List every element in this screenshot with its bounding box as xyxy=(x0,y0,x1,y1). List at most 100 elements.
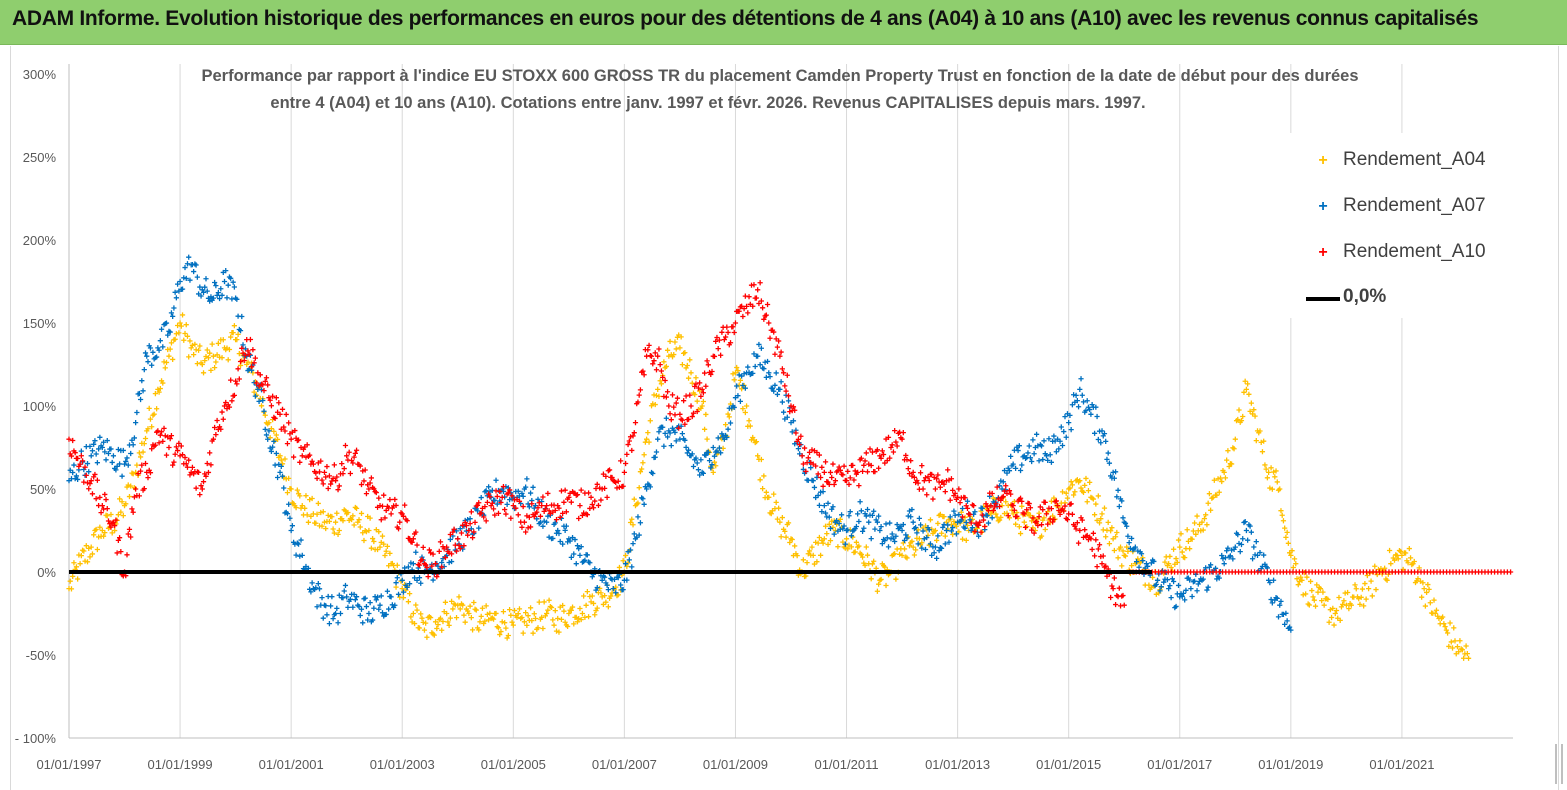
point-rendement-a10 xyxy=(495,510,502,516)
point-rendement-a04 xyxy=(555,615,561,622)
point-rendement-a10 xyxy=(700,390,706,396)
point-rendement-a04 xyxy=(883,582,889,589)
point-rendement-a07 xyxy=(286,501,292,507)
point-rendement-a04 xyxy=(1366,586,1372,592)
point-rendement-a10 xyxy=(640,368,646,374)
point-rendement-a07 xyxy=(834,518,840,524)
point-rendement-a07 xyxy=(869,512,876,518)
point-rendement-a07 xyxy=(228,275,234,281)
point-rendement-a07 xyxy=(1066,420,1072,426)
point-rendement-a04 xyxy=(142,435,149,442)
point-rendement-a04 xyxy=(771,491,777,497)
point-rendement-a10 xyxy=(730,324,736,330)
point-rendement-a04 xyxy=(1111,547,1117,554)
point-rendement-a07 xyxy=(314,604,320,610)
point-rendement-a10 xyxy=(942,489,948,495)
point-rendement-a04 xyxy=(456,594,462,600)
point-rendement-a10 xyxy=(1116,585,1122,591)
point-rendement-a07 xyxy=(344,594,350,600)
point-rendement-a04 xyxy=(692,391,698,398)
point-rendement-a07 xyxy=(131,435,138,441)
point-rendement-a07 xyxy=(661,443,667,449)
point-rendement-a04 xyxy=(68,586,75,592)
resize-handle[interactable] xyxy=(1555,744,1563,784)
point-rendement-a04 xyxy=(726,414,732,420)
point-rendement-a04 xyxy=(1063,490,1069,496)
point-rendement-a10 xyxy=(813,463,819,469)
point-rendement-a07 xyxy=(1208,562,1214,568)
point-rendement-a10 xyxy=(711,353,718,360)
point-rendement-a10 xyxy=(546,508,552,514)
point-rendement-a10 xyxy=(561,499,567,505)
point-rendement-a04 xyxy=(245,359,251,365)
point-rendement-a04 xyxy=(1272,474,1278,480)
point-rendement-a10 xyxy=(805,455,811,461)
point-rendement-a04 xyxy=(1386,547,1393,554)
point-rendement-a04 xyxy=(996,517,1003,523)
point-rendement-a07 xyxy=(134,409,140,416)
point-rendement-a10 xyxy=(363,491,370,497)
point-rendement-a04 xyxy=(820,540,826,546)
point-rendement-a04 xyxy=(1345,589,1351,596)
point-rendement-a10 xyxy=(862,458,868,464)
x-tick-label: 01/01/2005 xyxy=(481,757,546,772)
point-rendement-a04 xyxy=(810,552,816,558)
point-rendement-a07 xyxy=(1098,440,1104,446)
point-rendement-a10 xyxy=(507,487,513,493)
point-rendement-a04 xyxy=(568,607,574,613)
point-rendement-a10 xyxy=(472,519,478,525)
point-rendement-a07 xyxy=(1030,437,1036,443)
point-rendement-a07 xyxy=(337,610,344,617)
point-rendement-a10 xyxy=(263,375,270,381)
point-rendement-a04 xyxy=(228,334,234,340)
point-rendement-a10 xyxy=(135,471,141,477)
point-rendement-a10 xyxy=(724,324,730,330)
point-rendement-a10 xyxy=(314,475,320,482)
point-rendement-a10 xyxy=(784,372,790,378)
point-rendement-a10 xyxy=(904,457,910,463)
point-rendement-a04 xyxy=(1358,594,1364,600)
point-rendement-a10 xyxy=(800,461,806,467)
point-rendement-a04 xyxy=(608,593,614,599)
point-rendement-a04 xyxy=(541,599,547,605)
point-rendement-a10 xyxy=(801,445,808,451)
point-rendement-a07 xyxy=(777,386,783,392)
point-rendement-a04 xyxy=(1456,649,1462,655)
point-rendement-a04 xyxy=(1309,587,1315,594)
point-rendement-a10 xyxy=(594,481,600,487)
point-rendement-a07 xyxy=(392,602,398,608)
point-rendement-a07 xyxy=(1095,436,1101,443)
point-rendement-a07 xyxy=(158,326,165,332)
point-rendement-a10 xyxy=(629,447,635,454)
point-rendement-a10 xyxy=(625,441,631,448)
point-rendement-a04 xyxy=(1273,468,1279,474)
point-rendement-a04 xyxy=(858,551,864,558)
point-rendement-a07 xyxy=(1016,443,1022,449)
point-rendement-a10 xyxy=(535,505,541,511)
point-rendement-a10 xyxy=(624,451,630,458)
point-rendement-a07 xyxy=(1038,443,1045,449)
point-rendement-a07 xyxy=(268,448,275,455)
plus-marker-icon: + xyxy=(1318,152,1328,169)
point-rendement-a10 xyxy=(1064,516,1071,523)
point-rendement-a07 xyxy=(108,446,114,452)
point-rendement-a07 xyxy=(567,538,573,544)
point-rendement-a04 xyxy=(804,560,810,566)
point-rendement-a04 xyxy=(1198,528,1204,534)
point-rendement-a10 xyxy=(581,510,587,516)
point-rendement-a10 xyxy=(303,454,309,460)
point-rendement-a10 xyxy=(1008,491,1014,497)
point-rendement-a10 xyxy=(620,483,626,489)
point-rendement-a04 xyxy=(493,610,499,617)
point-rendement-a07 xyxy=(230,279,236,285)
point-rendement-a04 xyxy=(1016,524,1022,530)
point-rendement-a07 xyxy=(826,514,832,520)
point-rendement-a07 xyxy=(900,521,906,528)
point-rendement-a07 xyxy=(191,268,197,275)
point-rendement-a07 xyxy=(537,519,544,525)
point-rendement-a07 xyxy=(940,524,946,531)
point-rendement-a04 xyxy=(963,537,969,543)
point-rendement-a10 xyxy=(98,510,104,516)
point-rendement-a10 xyxy=(229,398,235,404)
point-rendement-a04 xyxy=(437,615,444,621)
